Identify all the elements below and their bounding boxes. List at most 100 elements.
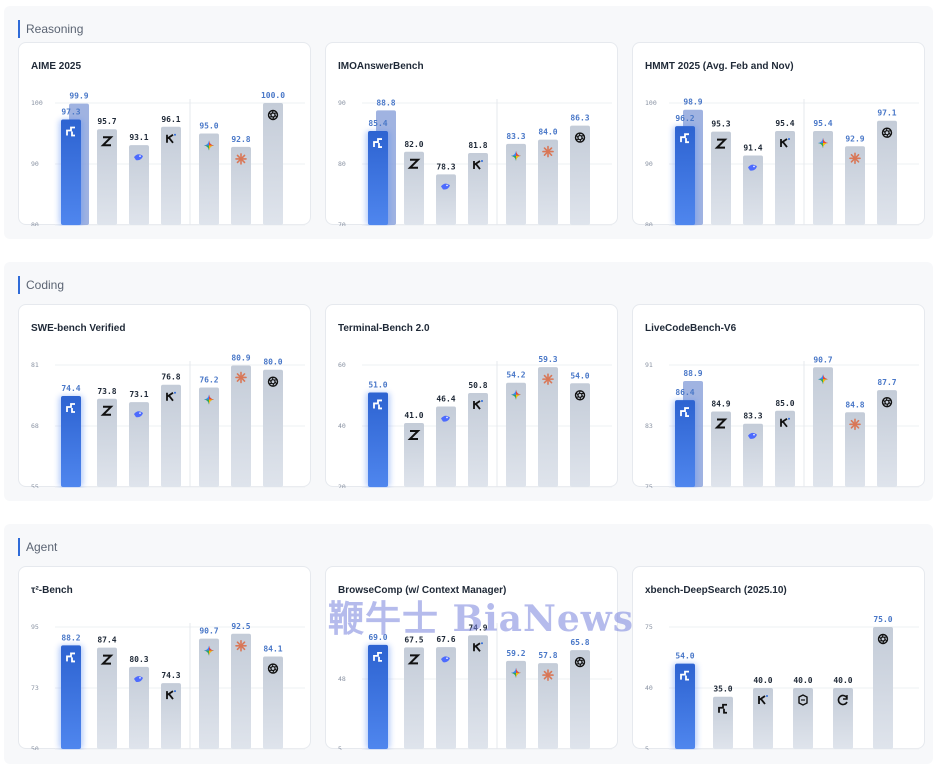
y-tick-label: 50: [31, 745, 39, 750]
bar: [775, 410, 795, 487]
value-label-primary-extended: 98.9: [683, 98, 702, 107]
deepseek-icon: [134, 676, 143, 683]
bar-primary: [61, 645, 81, 749]
bar: [753, 688, 773, 749]
value-label: 83.3: [506, 132, 525, 141]
y-tick-label: 70: [338, 221, 346, 226]
openai-icon: [881, 127, 893, 138]
kimi-icon: [473, 400, 483, 410]
claude-icon: [542, 669, 554, 681]
chart-card-xbench-deepsearch: xbench-DeepSearch (2025.10) 75 40 5 54.0 35.…: [632, 566, 925, 750]
bar: [570, 125, 590, 225]
value-label: 35.0: [713, 685, 732, 694]
chart-card-livecodebench: LiveCodeBench-V6 91 83 75 88.9 86.4 84.9 83.3 8…: [632, 304, 925, 488]
value-label: 59.2: [506, 649, 525, 658]
y-tick-label: 90: [645, 160, 653, 168]
value-label: 91.4: [743, 143, 762, 152]
value-label-primary: 97.3: [61, 107, 80, 116]
value-label: 73.1: [129, 390, 148, 399]
bar-primary: [368, 131, 388, 225]
chart-plot: 81 68 55 74.4 73.8 73.1 76.8 76.2 80.9 80.0: [31, 353, 305, 488]
y-tick-label: 68: [31, 422, 39, 430]
bar: [506, 660, 526, 749]
value-label-primary: 88.2: [61, 633, 80, 642]
bar: [436, 647, 456, 749]
value-label: 40.0: [793, 676, 812, 685]
watermark-text: 鞭牛士 BiaNews: [328, 598, 635, 640]
value-label: 74.3: [161, 671, 180, 680]
y-tick-label: 73: [31, 684, 39, 692]
claude-icon: [542, 373, 554, 385]
claude-icon: [235, 153, 247, 165]
value-label: 50.8: [468, 381, 487, 390]
y-tick-label: 48: [338, 675, 346, 683]
bar: [877, 120, 897, 225]
bar: [538, 663, 558, 749]
value-label: 95.4: [813, 119, 832, 128]
kimi-icon: [780, 138, 790, 148]
zhipu-icon: [407, 654, 421, 665]
bar: [161, 384, 181, 487]
bar: [833, 688, 853, 749]
refresh-icon: [837, 694, 848, 706]
bar: [713, 696, 733, 749]
openai-icon: [267, 376, 279, 387]
openai-icon: [574, 132, 586, 143]
deepseek-icon: [441, 415, 450, 422]
value-label: 40.0: [833, 676, 852, 685]
openai-icon: [574, 656, 586, 668]
chart-title: HMMT 2025 (Avg. Feb and Nov): [645, 61, 794, 72]
bar: [845, 146, 865, 225]
value-label: 67.5: [404, 635, 423, 644]
section-title: Reasoning: [18, 20, 83, 38]
bar: [263, 103, 283, 225]
bar: [468, 393, 488, 487]
y-tick-label: 91: [645, 361, 653, 369]
chart-card-imoanswerbench: IMOAnswerBench 90 80 70 88.8 85.4 82.0 78.3 81.…: [325, 42, 618, 226]
y-tick-label: 80: [31, 221, 39, 226]
value-label: 84.8: [845, 400, 864, 409]
bar: [231, 633, 251, 749]
chart-plot: 48 5 69.0 67.5 67.6 74.9 59.2 57.8 65.8: [338, 623, 612, 750]
bar: [231, 365, 251, 487]
value-label-primary: 69.0: [368, 633, 387, 642]
value-label-primary-extended: 88.8: [376, 98, 395, 107]
value-label: 81.8: [468, 141, 487, 150]
zhipu-icon: [407, 429, 421, 440]
value-label: 65.8: [570, 638, 589, 647]
bar: [97, 647, 117, 749]
value-label: 84.9: [711, 400, 730, 409]
gemini-icon: [511, 150, 521, 161]
value-label: 95.0: [199, 122, 218, 131]
deepseek-icon: [441, 183, 450, 190]
y-tick-label: 81: [31, 361, 39, 369]
bar: [199, 638, 219, 749]
chart-plot: 100 90 80 98.9 96.2 95.3 91.4 95.4 95.4 92.9 97.1: [645, 98, 919, 226]
y-tick-label: 5: [645, 745, 649, 750]
value-label: 54.2: [506, 371, 525, 380]
y-tick-label: 80: [645, 221, 653, 226]
value-label-primary-extended: 88.9: [683, 369, 702, 378]
value-label: 78.3: [436, 162, 455, 171]
chart-plot: 90 80 70 88.8 85.4 82.0 78.3 81.8 83.3 84.0 86.3: [338, 98, 612, 226]
y-tick-label: 90: [31, 160, 39, 168]
openai-icon: [574, 390, 586, 401]
section-title: Coding: [18, 276, 64, 294]
y-tick-label: 95: [31, 623, 39, 631]
chart-title: LiveCodeBench-V6: [645, 323, 737, 334]
bar: [161, 683, 181, 749]
value-label: 100.0: [261, 91, 285, 100]
y-tick-label: 90: [338, 99, 346, 107]
bar: [506, 143, 526, 225]
brand-icon: [680, 670, 689, 681]
value-label: 80.0: [263, 358, 282, 367]
chart-title: BrowseComp (w/ Context Manager): [338, 585, 507, 596]
openai-icon: [881, 396, 893, 408]
bar-primary: [675, 126, 695, 225]
value-label: 67.6: [436, 635, 455, 644]
deepseek-icon: [748, 432, 757, 439]
bar: [436, 174, 456, 225]
section-coding: Coding SWE-bench Verified 81 68 55 74.4 73.8…: [4, 262, 933, 501]
brand-icon: [373, 399, 382, 410]
bar: [199, 387, 219, 487]
